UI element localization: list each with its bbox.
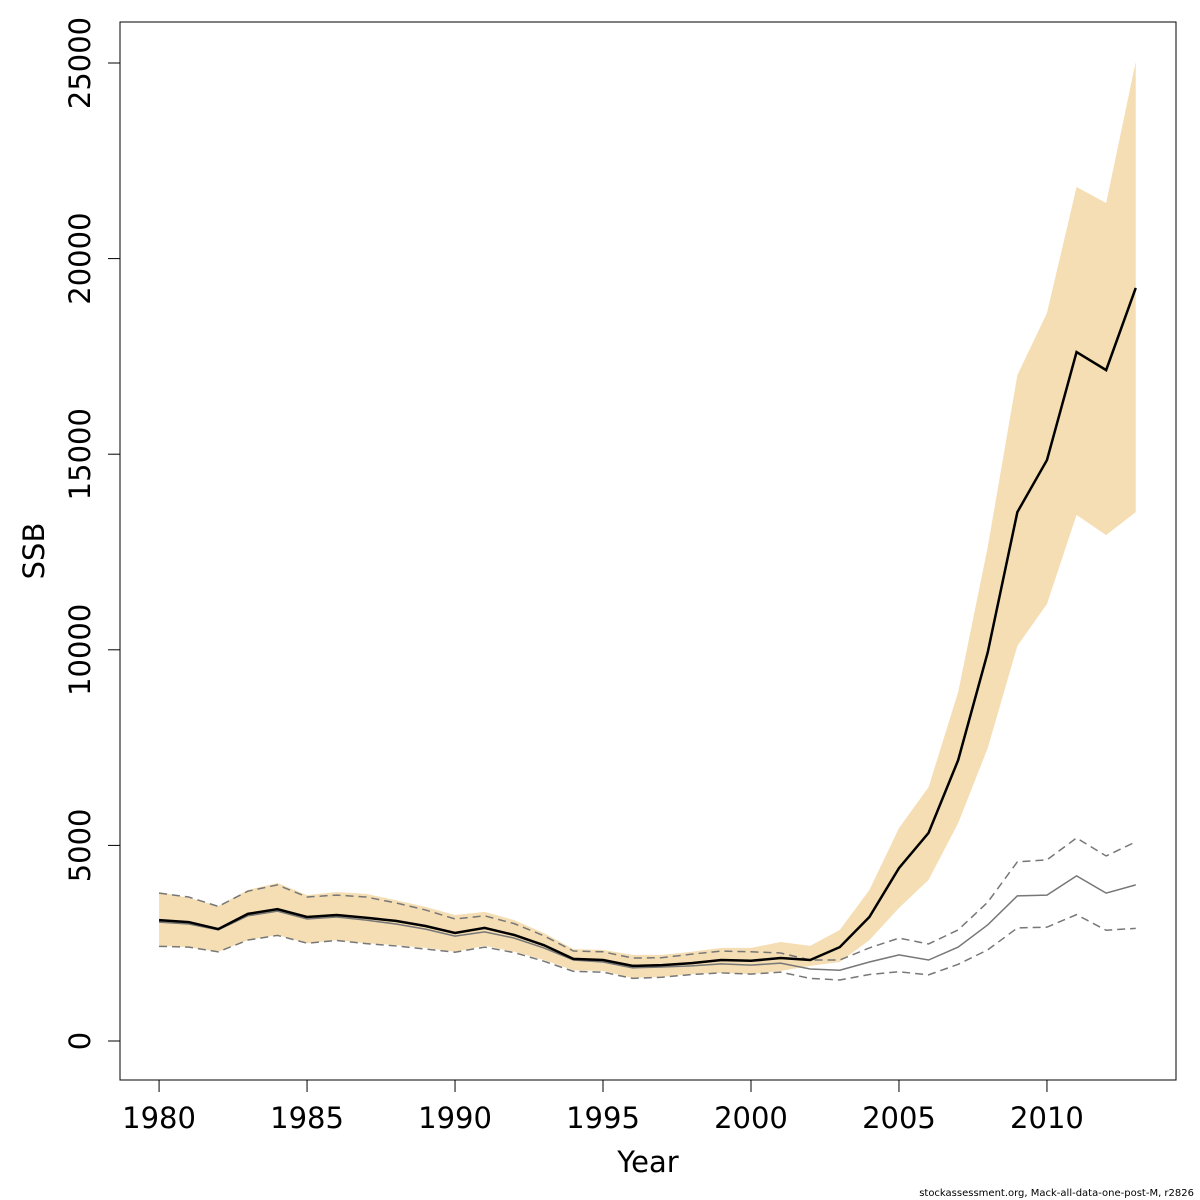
series-line [158,287,1137,968]
x-axis-label: Year [616,1145,678,1179]
plot-frame [119,21,1177,1081]
footnote: stockassessment.org, Mack-all-data-one-p… [919,1188,1194,1199]
y-tick-label: 25000 [63,17,97,109]
x-tick-label: 1995 [566,1101,640,1135]
series-line [159,913,1136,981]
y-axis-label: SSB [17,523,51,580]
series-line [159,875,1136,971]
y-tick-label: 15000 [63,408,97,500]
x-tick-label: 2005 [862,1101,936,1135]
y-tick-label: 10000 [63,604,97,696]
x-tick-label: 2010 [1010,1101,1084,1135]
confidence-band [159,61,1136,979]
x-tick-label: 1990 [418,1101,492,1135]
x-tick-label: 1985 [270,1101,344,1135]
y-tick-label: 5000 [63,808,97,882]
series-line [158,837,1137,961]
x-tick-label: 2000 [714,1101,788,1135]
y-tick-label: 20000 [63,212,97,304]
x-tick-label: 1980 [122,1101,196,1135]
y-tick-label: 0 [63,1032,97,1050]
